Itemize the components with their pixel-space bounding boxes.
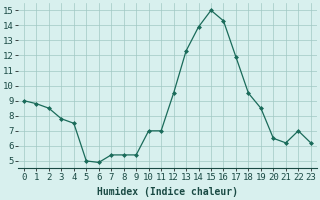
X-axis label: Humidex (Indice chaleur): Humidex (Indice chaleur) (97, 187, 238, 197)
